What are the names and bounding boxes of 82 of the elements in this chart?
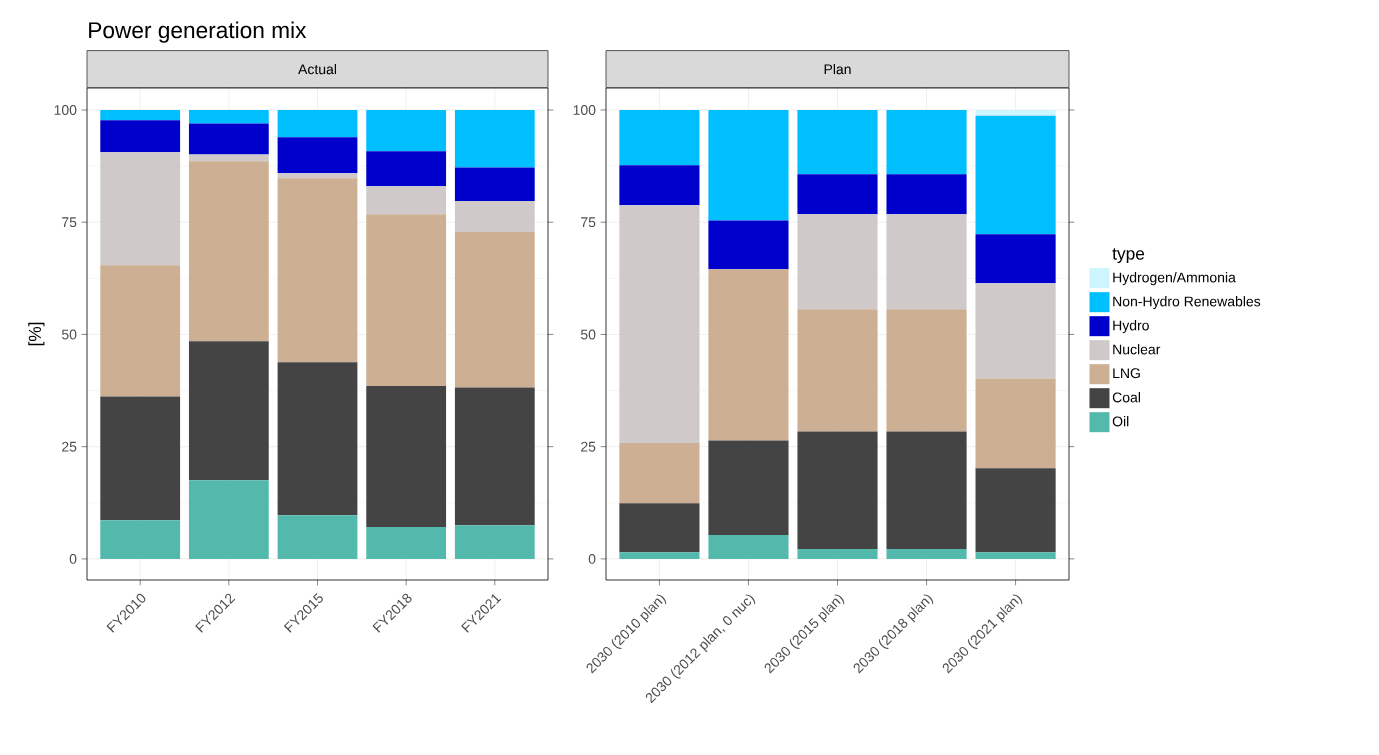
bar [454,387,535,526]
y-tick-label: 0 [69,553,77,564]
bar [975,283,1056,379]
bar [797,431,878,550]
y-tick-label: 100 [573,105,596,115]
y-tick-label: 75 [62,217,77,228]
bar [454,201,535,233]
bar [366,386,447,528]
y-tick-label: 75 [581,217,596,228]
bar [886,309,967,432]
bar [708,269,789,441]
bar [708,220,789,270]
legend-label: LNG [1113,368,1140,379]
bar [797,214,878,310]
bar [708,109,789,221]
bar [366,527,447,559]
bar [975,468,1056,553]
y-tick-label: 50 [61,329,77,340]
bar [886,109,967,175]
bar [975,109,1056,116]
bar [188,154,269,162]
bar [708,535,789,559]
bar [366,186,447,215]
bar [797,109,878,175]
bar [797,174,878,215]
bar [188,480,269,559]
bar [100,109,181,121]
bar [100,520,181,559]
bar [100,396,181,521]
chart-subtitle: Actual [298,63,337,75]
bar [454,525,535,559]
bar [100,152,181,266]
bar [277,515,358,559]
y-tick-label: 25 [62,441,77,452]
bar [277,362,358,516]
y-tick-label: 50 [580,329,596,340]
bar [619,503,700,553]
y-tick-label: 100 [54,105,77,115]
bar [277,178,358,363]
bar [454,232,535,388]
y-tick-label: 0 [588,553,596,564]
bar [619,109,700,166]
legend-label: Nuclear [1113,344,1161,355]
bar [366,151,447,187]
legend-label: Coal [1112,392,1140,403]
bar [454,109,535,168]
bar [886,174,967,215]
chart-subtitle: Plan [824,63,851,75]
y-tick-label: 25 [581,441,596,452]
bar [619,443,700,504]
legend-label: Hydro [1113,320,1149,334]
legend-label: Hydrogen/Ammonia [1113,272,1236,286]
bar [886,431,967,550]
bar [708,440,789,536]
bar [975,378,1056,469]
bar [277,109,358,138]
bar [975,234,1056,284]
legend-title: type [1112,248,1145,264]
bar [188,161,269,342]
chart-title: Power generation mix [89,21,307,43]
bar [188,109,269,124]
bar [886,549,967,559]
bar [188,123,269,155]
bar [277,137,358,174]
bar [886,214,967,310]
bar [975,552,1056,559]
bar [975,115,1056,235]
bar [100,265,181,397]
bar [188,341,269,481]
bar [454,167,535,202]
bar [366,109,447,152]
bar [619,552,700,559]
y-axis-title: [%] [28,322,45,346]
bar [100,120,181,153]
bar [366,214,447,387]
bar [619,165,700,206]
bar [797,549,878,559]
legend-label: Non-Hydro Renewables [1113,296,1261,310]
bar [277,173,358,179]
bar [619,205,700,444]
bar [797,309,878,432]
legend-label: Oil [1112,416,1129,427]
